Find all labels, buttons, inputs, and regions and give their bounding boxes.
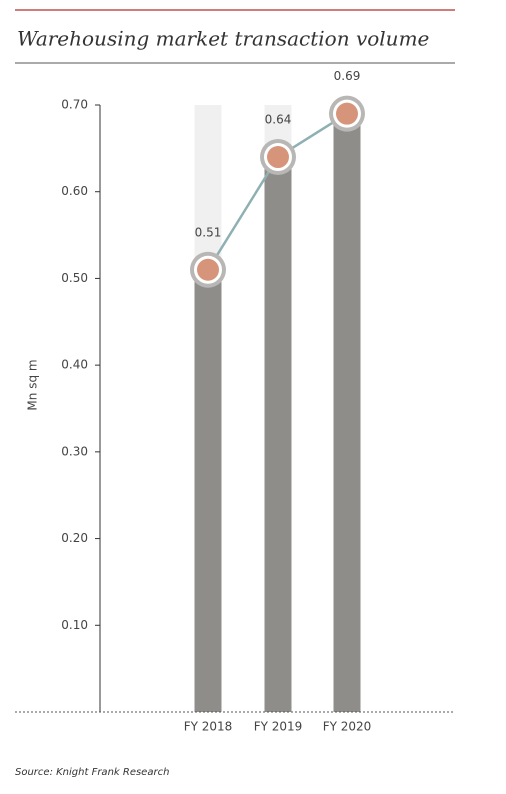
value-label: 0.51 xyxy=(195,225,222,239)
x-tick-label: FY 2018 xyxy=(184,720,233,734)
source: Source: Knight Frank Research xyxy=(15,767,169,778)
x-tick-label: FY 2019 xyxy=(254,720,303,734)
bar xyxy=(194,269,222,712)
y-axis-label: Mn sq m xyxy=(26,359,40,410)
marker xyxy=(197,258,219,281)
y-tick-label: 0.60 xyxy=(61,184,88,198)
x-tick-label: FY 2020 xyxy=(323,720,372,734)
y-tick-label: 0.70 xyxy=(61,98,88,112)
value-label: 0.64 xyxy=(265,113,292,127)
bar xyxy=(333,113,361,712)
y-tick-label: 0.40 xyxy=(61,358,88,372)
bar xyxy=(264,157,292,712)
y-tick-label: 0.50 xyxy=(61,271,88,285)
marker xyxy=(336,102,358,125)
y-tick-label: 0.20 xyxy=(61,531,88,545)
chart-title: Warehousing market transaction volume xyxy=(17,27,429,51)
y-tick-label: 0.30 xyxy=(61,444,88,458)
value-label: 0.69 xyxy=(334,69,361,83)
marker xyxy=(267,146,289,169)
y-tick-label: 0.10 xyxy=(61,618,88,632)
